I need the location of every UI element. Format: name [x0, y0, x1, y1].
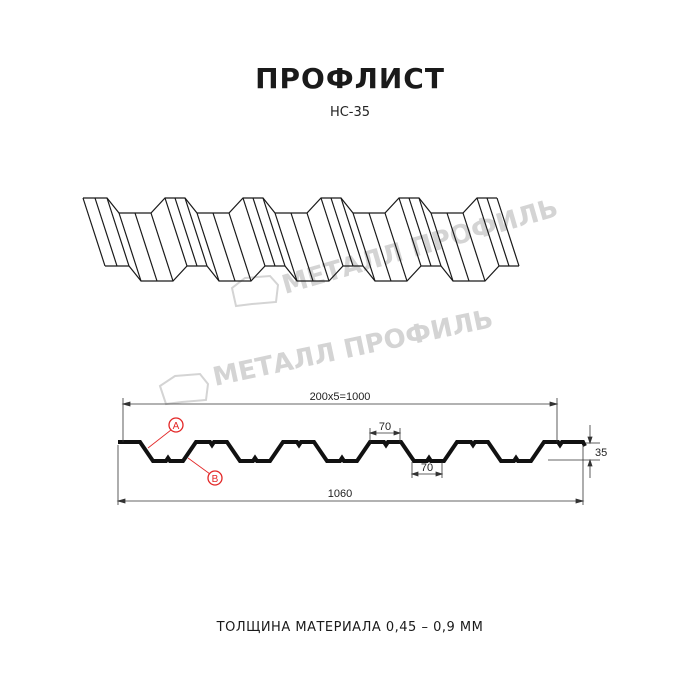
sheet-fold-line — [496, 197, 520, 267]
sheet-rib-line — [408, 197, 432, 267]
sheet-fold-line — [274, 212, 298, 282]
sheet-rib-line — [330, 197, 354, 267]
sheet-fold-line — [228, 212, 252, 282]
model-subtitle: НС-35 — [329, 105, 371, 120]
sheet-fold-line — [384, 212, 408, 282]
sheet-rib-line — [94, 197, 118, 267]
watermark-text-upper: МЕТАЛЛ ПРОФИЛЬ — [279, 193, 562, 301]
sheet-fold-line — [106, 197, 130, 267]
sheet-fold-line — [340, 197, 364, 267]
callout-a: A — [147, 417, 184, 449]
sheet-fold-line — [462, 212, 486, 282]
sheet-rib-line — [486, 197, 510, 267]
dim-bottom-width: 70 — [421, 462, 433, 474]
sheet-top-edge — [83, 197, 497, 214]
sheet-rib-line — [446, 212, 470, 282]
callout-b: B — [187, 457, 223, 486]
sheet-fold-line — [184, 197, 208, 267]
sheet-fold-line — [196, 212, 220, 282]
sheet-fold-line — [242, 197, 266, 267]
svg-text:B: B — [212, 474, 219, 485]
profile-outline — [118, 440, 587, 463]
sheet-rib-line — [174, 197, 198, 267]
sheet-fold-line — [398, 197, 422, 267]
sheet-rib-line — [290, 212, 314, 282]
dimension-lines — [116, 398, 600, 505]
dim-height: 35 — [595, 447, 607, 459]
sheet-fold-line — [352, 212, 376, 282]
svg-text:A: A — [173, 421, 180, 432]
sheet-rib-line — [134, 212, 158, 282]
dim-pitch-total: 200x5=1000 — [310, 391, 371, 403]
watermark-logo-lower: МЕТАЛЛ ПРОФИЛЬ — [158, 304, 496, 406]
sheet-rib-line — [212, 212, 236, 282]
sheet-fold-line — [430, 212, 454, 282]
sheet-fold-line — [118, 212, 142, 282]
sheet-fold-line — [306, 212, 330, 282]
watermark-text-lower: МЕТАЛЛ ПРОФИЛЬ — [210, 304, 496, 393]
sheet-fold-line — [82, 197, 106, 267]
sheet-fold-line — [476, 197, 500, 267]
dim-full-width: 1060 — [328, 488, 352, 500]
sheet-fold-line — [320, 197, 344, 267]
sheet-fold-line — [418, 197, 442, 267]
sheet-fold-line — [262, 197, 286, 267]
sheet-rib-line — [368, 212, 392, 282]
dim-top-width: 70 — [379, 421, 391, 433]
sheet-fold-line — [150, 212, 174, 282]
sheet-3d-view — [82, 197, 520, 282]
sheet-fold-line — [164, 197, 188, 267]
page-title: ПРОФЛИСТ — [255, 62, 445, 95]
sheet-rib-line — [252, 197, 276, 267]
material-thickness: ТОЛЩИНА МАТЕРИАЛА 0,45 – 0,9 ММ — [216, 620, 484, 635]
profile-section — [118, 440, 587, 463]
